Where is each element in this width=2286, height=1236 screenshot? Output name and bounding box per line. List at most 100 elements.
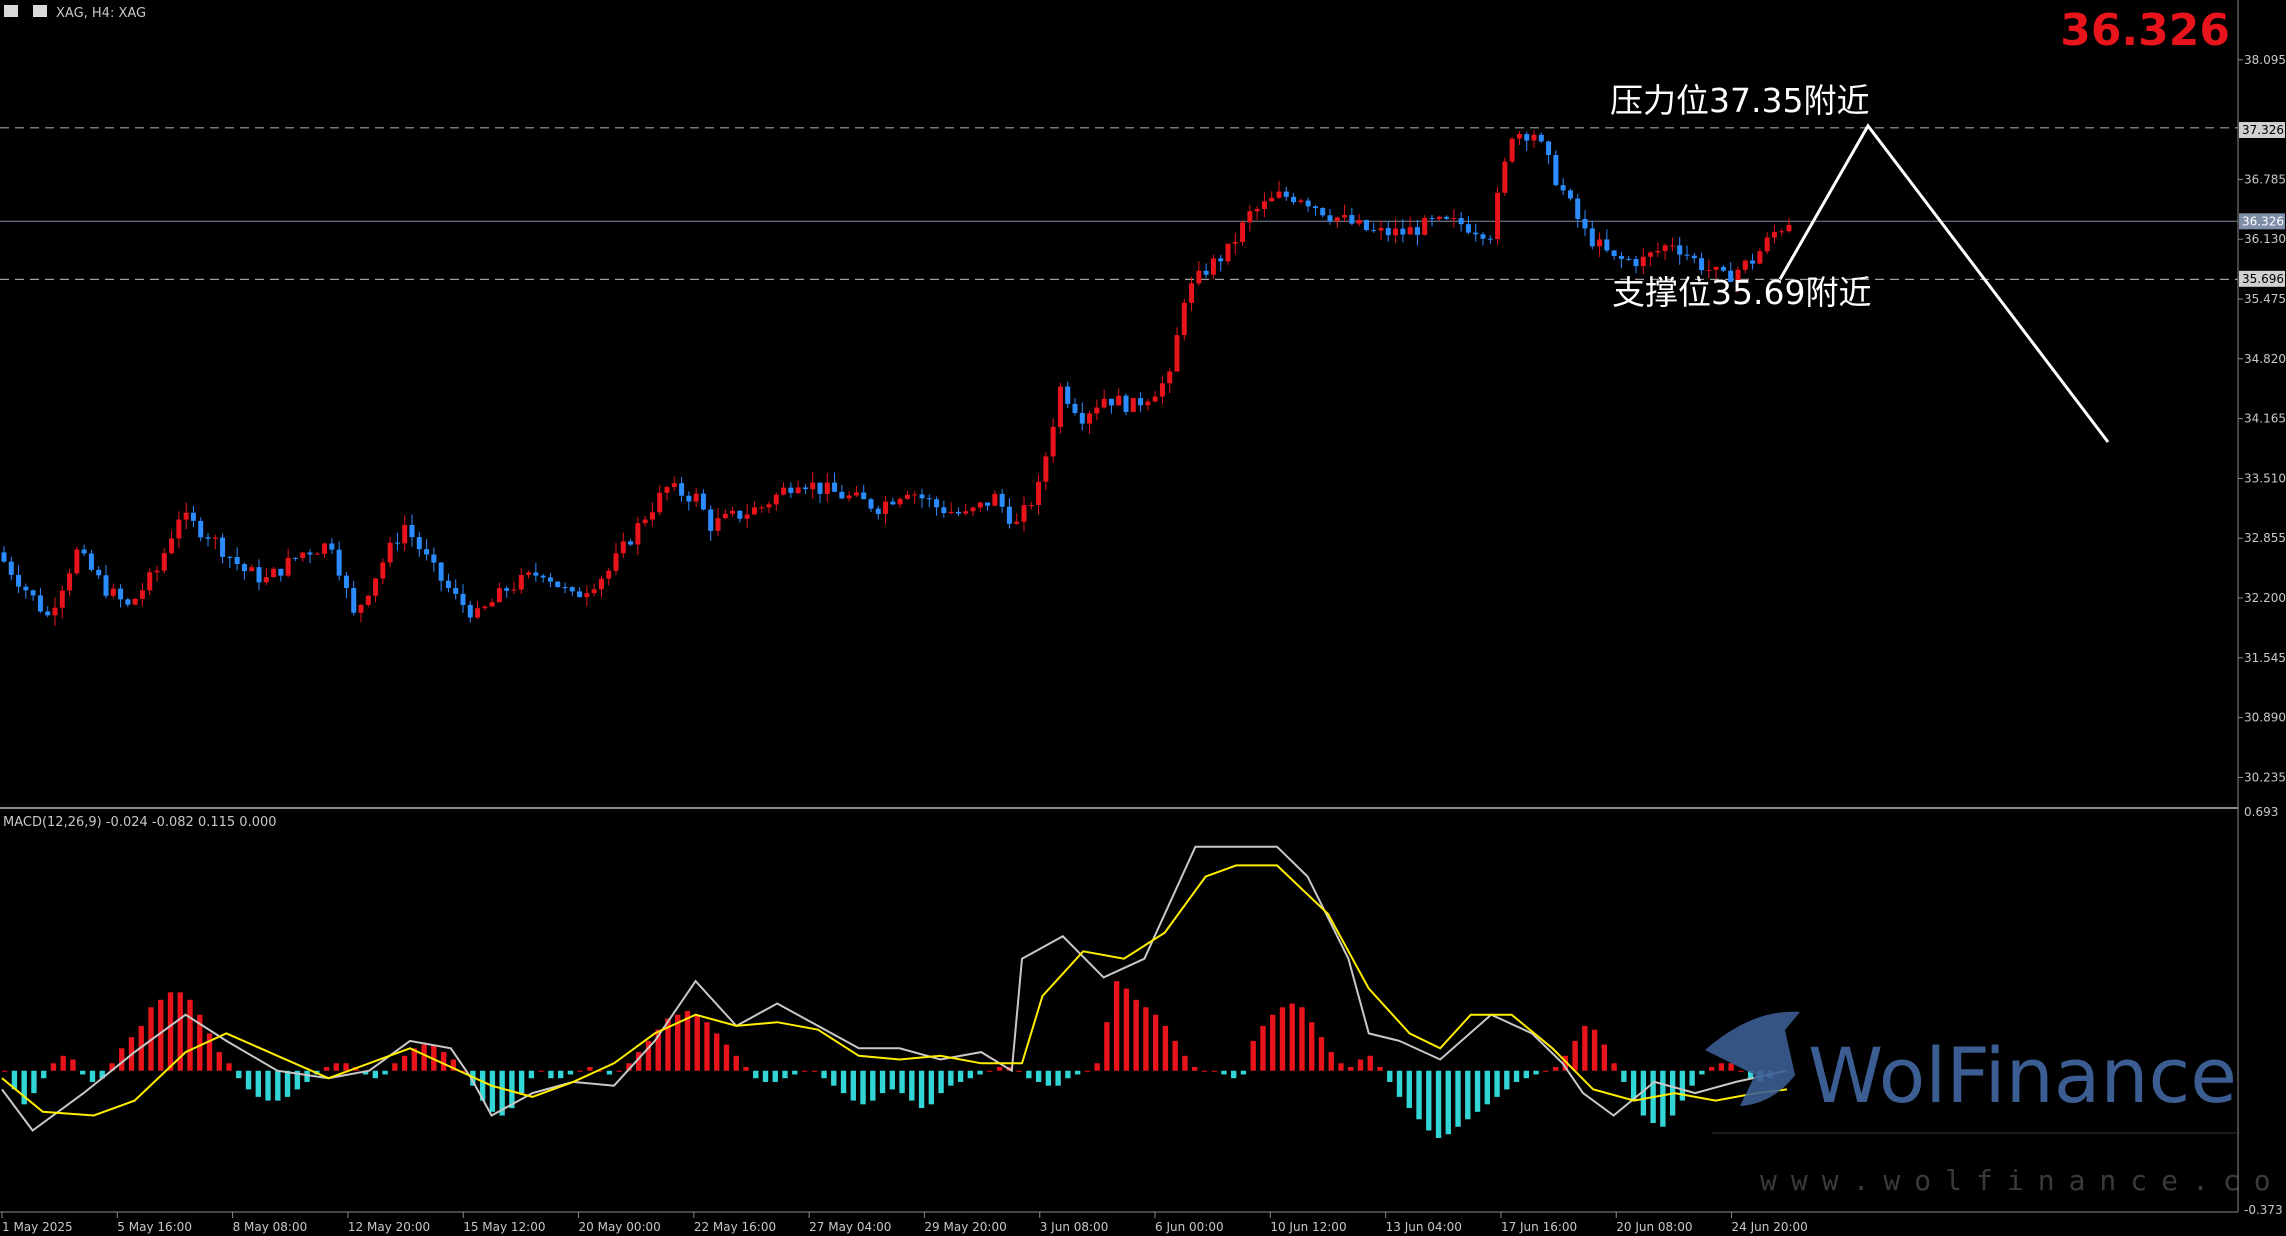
menu-icon[interactable]	[4, 5, 18, 17]
macd-hist-bar	[792, 1070, 798, 1075]
candle	[416, 531, 422, 557]
candle-body	[999, 493, 1005, 507]
candle	[1473, 223, 1479, 242]
macd-hist-bar	[1494, 1070, 1500, 1097]
candle	[1706, 259, 1712, 279]
candle-body	[220, 537, 226, 557]
candle	[1101, 389, 1107, 409]
candle	[606, 568, 612, 586]
macd-hist-bar	[450, 1059, 457, 1071]
candle	[722, 508, 728, 520]
macd-hist-bar	[2, 1070, 8, 1072]
candle	[1662, 243, 1668, 261]
candle-body	[1065, 386, 1071, 404]
macd-hist-bar	[255, 1070, 261, 1097]
candle	[278, 568, 284, 582]
candle	[81, 544, 87, 557]
candle	[562, 582, 568, 594]
candle-body	[802, 487, 808, 490]
candle-body	[1655, 250, 1661, 253]
chart-type-icon[interactable]	[33, 5, 47, 17]
candle-body	[161, 553, 167, 571]
macd-hist-bar	[714, 1033, 720, 1071]
candle-body	[1480, 234, 1486, 239]
projection-line[interactable]	[1778, 123, 2110, 443]
candle-body	[1057, 386, 1063, 427]
macd-hist-bar	[645, 1040, 652, 1071]
candle	[1750, 253, 1756, 270]
resistance-annotation: 压力位37.35附近	[1610, 81, 1869, 120]
candle-body	[1560, 185, 1566, 191]
candle-body	[1771, 232, 1777, 238]
candle	[482, 604, 488, 611]
candle-body	[139, 590, 145, 599]
candle-body	[1094, 407, 1100, 414]
macd-hist-bar	[60, 1055, 66, 1071]
macd-hist-bar	[616, 1070, 622, 1072]
candle-body	[30, 590, 36, 596]
candle	[1728, 261, 1734, 283]
candle-body	[1699, 258, 1705, 271]
candles	[1, 130, 1792, 626]
candle-body	[526, 572, 532, 575]
macd-hist-bar	[499, 1070, 505, 1116]
candle	[853, 485, 859, 498]
candle-body	[1495, 192, 1501, 240]
candle	[1356, 214, 1362, 227]
candle-body	[67, 573, 73, 591]
candle	[307, 549, 313, 564]
macd-hist-bar	[684, 1011, 691, 1071]
macd-hist-bar	[197, 1014, 203, 1071]
candle	[300, 551, 306, 562]
candle-body	[1371, 230, 1377, 232]
candle-body	[16, 574, 22, 587]
macd-hist-bar	[928, 1070, 935, 1105]
candle-body	[795, 487, 801, 494]
candle-body	[1524, 134, 1530, 141]
macd-hist-bar	[158, 999, 164, 1071]
candle-body	[839, 491, 845, 499]
macd-hist-bar	[1211, 1070, 1217, 1072]
macd-hist-bar	[177, 992, 183, 1071]
candle-body	[1247, 211, 1253, 223]
candle-body	[394, 542, 400, 544]
candle	[1582, 210, 1588, 237]
candle	[424, 539, 430, 561]
macd-hist-bar	[1611, 1063, 1617, 1071]
candle	[161, 548, 167, 574]
candle	[256, 559, 262, 591]
candle	[1196, 260, 1202, 286]
candle	[1575, 193, 1581, 228]
candle	[693, 487, 699, 508]
candle-body	[285, 557, 291, 576]
macd-hist-bar	[1504, 1070, 1510, 1090]
candle-body	[1174, 335, 1180, 372]
candle	[1735, 266, 1741, 293]
candle-body	[737, 510, 743, 519]
macd-hist-bar	[879, 1070, 886, 1094]
candle	[613, 542, 619, 575]
macd-hist-bar	[1250, 1040, 1256, 1071]
macd-hist-bar	[1035, 1070, 1042, 1082]
candle-body	[1240, 222, 1246, 242]
candle-body	[45, 611, 51, 616]
candle-body	[1232, 241, 1238, 244]
candle-body	[147, 572, 153, 591]
candle	[314, 551, 320, 555]
candle	[220, 533, 226, 564]
candle	[1021, 496, 1027, 532]
time-tick-label: 8 May 08:00	[233, 1220, 308, 1234]
candle	[1626, 255, 1632, 261]
candle-body	[1, 552, 7, 562]
candle	[351, 580, 357, 616]
macd-hist-bar	[694, 1014, 700, 1071]
candle-body	[300, 552, 306, 558]
candle-body	[817, 482, 823, 494]
macd-hist-bar	[899, 1070, 905, 1094]
candle-body	[1363, 219, 1369, 231]
candle	[1604, 229, 1610, 253]
macd-hist-bar	[1143, 1007, 1149, 1071]
macd-hist-bar	[1426, 1070, 1432, 1131]
candle-body	[1509, 138, 1515, 162]
macd-hist-bar	[41, 1070, 47, 1079]
